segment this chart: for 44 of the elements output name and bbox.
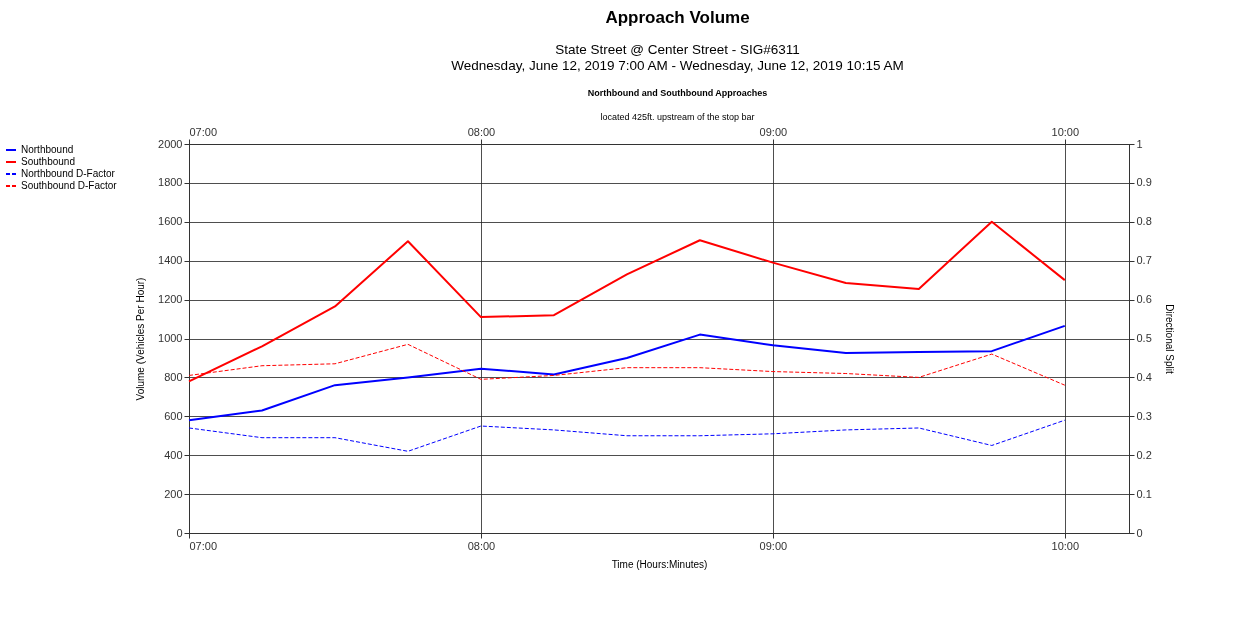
y2-axis-title: Directional Split (1163, 304, 1175, 374)
y-tick-label: 400 (164, 448, 183, 461)
chart-title: Approach Volume (604, 8, 751, 28)
x-axis-title: Time (Hours:Minutes) (611, 558, 708, 570)
x-tick-label: 09:00 (759, 539, 788, 552)
line-series (188, 324, 1066, 422)
y-tick-label: 1000 (158, 332, 183, 344)
y2-tick-label: 0.2 (1136, 448, 1152, 461)
y-tick-label: 800 (164, 370, 183, 383)
x-tick-label: 10:00 (1051, 539, 1080, 552)
y2-tick-label: 0.5 (1136, 332, 1152, 344)
y2-tick-label: 0.1 (1136, 487, 1152, 500)
legend-label: Northbound (21, 144, 74, 155)
x2-tick-label: 08:00 (467, 125, 496, 138)
legend-label: Northbound D-Factor (21, 168, 116, 179)
y2-tick-label: 1 (1136, 137, 1143, 150)
y2-tick-label: 0.3 (1136, 409, 1152, 422)
y-tick-label: 2000 (158, 137, 183, 150)
y-axis-title: Volume (Vehicles Per Hour) (135, 277, 147, 401)
text: located 425ft. upstream of the stop bar (599, 112, 756, 122)
x2-tick-label: 07:00 (189, 125, 218, 138)
x2-tick-label: 10:00 (1051, 125, 1080, 138)
y2-tick-label: 0.9 (1136, 176, 1152, 189)
y2-tick-label: 0.4 (1136, 370, 1152, 383)
y2-tick-label: 0.7 (1136, 254, 1152, 267)
legend-label: Southbound D-Factor (21, 180, 118, 191)
x-tick-label: 08:00 (467, 539, 496, 552)
x-tick-label: 07:00 (189, 539, 218, 552)
y2-tick-label: 0.8 (1136, 215, 1152, 228)
legend-label: Southbound (21, 156, 75, 167)
y-tick-label: 1400 (158, 254, 183, 267)
y-tick-label: 1600 (158, 215, 183, 228)
line-series (188, 419, 1066, 452)
y2-tick-label: 0.6 (1136, 293, 1152, 306)
text: Northbound and Southbound Approaches (586, 88, 769, 98)
y2-tick-label: 0 (1136, 526, 1143, 539)
y-tick-label: 600 (164, 409, 183, 422)
y-tick-label: 0 (176, 526, 183, 539)
y-tick-label: 200 (164, 487, 183, 500)
x2-tick-label: 09:00 (759, 125, 788, 138)
y-tick-label: 1200 (158, 293, 183, 306)
line-series (188, 220, 1066, 383)
chart-subtitle: State Street @ Center Street - SIG#6311 Wednesday, June 12, 2019 7:00 AM - Wednesday, June 12, 2019 10:15 AM (450, 42, 905, 74)
y-tick-label: 1800 (158, 176, 183, 189)
